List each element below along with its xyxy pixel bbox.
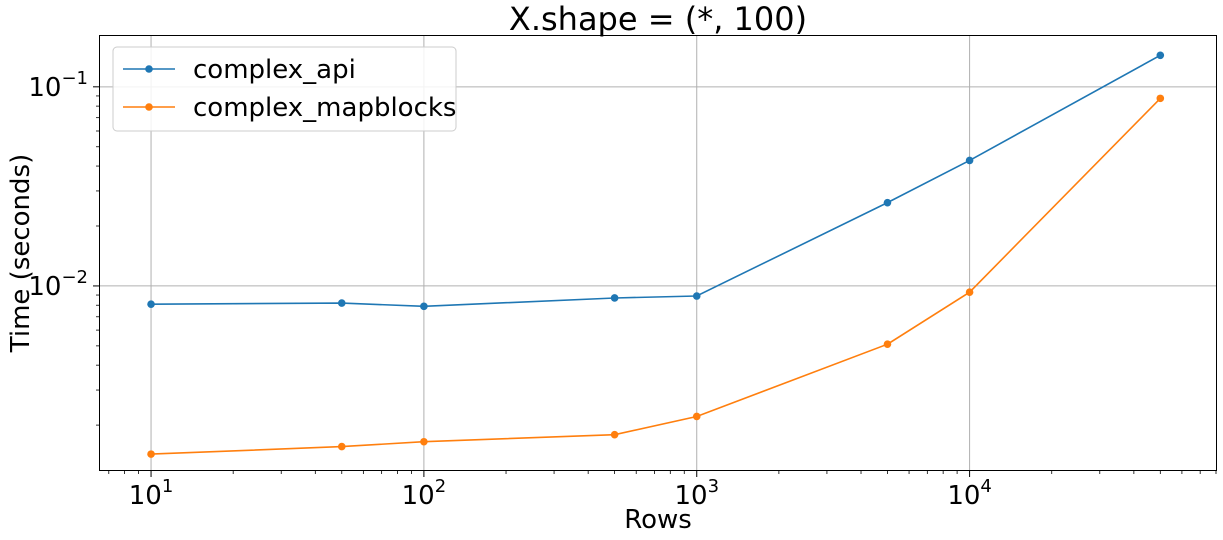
data-point: [610, 430, 619, 439]
data-point: [883, 340, 892, 348]
data-point: [337, 299, 346, 307]
legend-item: complex_mapblocks: [123, 93, 456, 123]
plot-frame: [99, 35, 1217, 471]
x-tick-label: 101: [129, 476, 174, 511]
data-point: [147, 300, 155, 308]
legend-swatch-marker: [145, 65, 153, 73]
data-point: [692, 412, 701, 421]
minor-ticks: [96, 95, 1217, 474]
x-tick-label: 104: [947, 476, 992, 511]
data-point: [1156, 51, 1165, 60]
y-axis-label: Time (seconds): [6, 154, 36, 353]
data-point: [147, 450, 155, 458]
ticks: 101 102 103 104 10−2 10−1: [28, 68, 992, 511]
y-tick-label: 10−1: [28, 68, 88, 103]
x-axis-label: Rows: [624, 505, 692, 535]
y-tick-label: 10−2: [28, 267, 88, 302]
series-line: [150, 54, 1161, 308]
legend-label: complex_api: [193, 55, 356, 85]
legend-item: complex_api: [123, 55, 356, 85]
data-point: [965, 288, 974, 297]
x-tick-label: 102: [402, 476, 447, 511]
legend: complex_api complex_mapblocks: [112, 46, 457, 132]
legend-label: complex_mapblocks: [193, 93, 456, 123]
data-point: [610, 294, 619, 302]
data-point: [420, 302, 428, 311]
series-complex_api: [147, 51, 1165, 311]
data-point: [1156, 94, 1165, 103]
data-point: [692, 292, 701, 300]
data-point: [965, 156, 974, 165]
series-line: [150, 97, 1161, 455]
series-complex_mapblocks: [147, 94, 1165, 458]
x-tick-label: 103: [674, 476, 719, 511]
series-layer: [147, 51, 1165, 458]
chart-title: X.shape = (*, 100): [509, 0, 807, 38]
legend-box: [112, 46, 457, 132]
legend-swatch-marker: [145, 103, 153, 111]
data-point: [337, 442, 346, 451]
data-point: [420, 437, 428, 446]
data-point: [883, 198, 892, 207]
